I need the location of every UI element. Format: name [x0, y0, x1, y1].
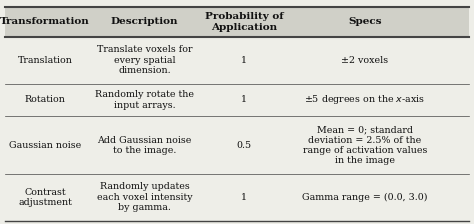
Text: 1: 1 [241, 95, 247, 104]
Text: Transformation: Transformation [0, 17, 90, 26]
Text: Rotation: Rotation [25, 95, 65, 104]
Text: Add Gaussian noise
to the image.: Add Gaussian noise to the image. [97, 136, 192, 155]
Text: Translation: Translation [18, 56, 73, 65]
Text: Gaussian noise: Gaussian noise [9, 141, 81, 150]
Text: Translate voxels for
every spatial
dimension.: Translate voxels for every spatial dimen… [97, 45, 192, 75]
Text: Mean = 0; standard
deviation = 2.5% of the
range of activation values
in the ima: Mean = 0; standard deviation = 2.5% of t… [303, 125, 427, 165]
Text: Specs: Specs [348, 17, 382, 26]
Text: Probability of
Application: Probability of Application [205, 12, 283, 32]
Text: ±2 voxels: ±2 voxels [341, 56, 389, 65]
Text: 0.5: 0.5 [237, 141, 252, 150]
Text: Gamma range = (0.0, 3.0): Gamma range = (0.0, 3.0) [302, 193, 428, 202]
Bar [5, 7, 469, 37]
Text: Contrast
adjustment: Contrast adjustment [18, 188, 72, 207]
Text: Randomly rotate the
input arrays.: Randomly rotate the input arrays. [95, 90, 194, 110]
Text: 1: 1 [241, 193, 247, 202]
Text: Description: Description [111, 17, 178, 26]
Text: 1: 1 [241, 56, 247, 65]
Text: Randomly updates
each voxel intensity
by gamma.: Randomly updates each voxel intensity by… [97, 182, 192, 212]
Text: $\pm$5 degrees on the $x$-axis: $\pm$5 degrees on the $x$-axis [304, 93, 426, 106]
